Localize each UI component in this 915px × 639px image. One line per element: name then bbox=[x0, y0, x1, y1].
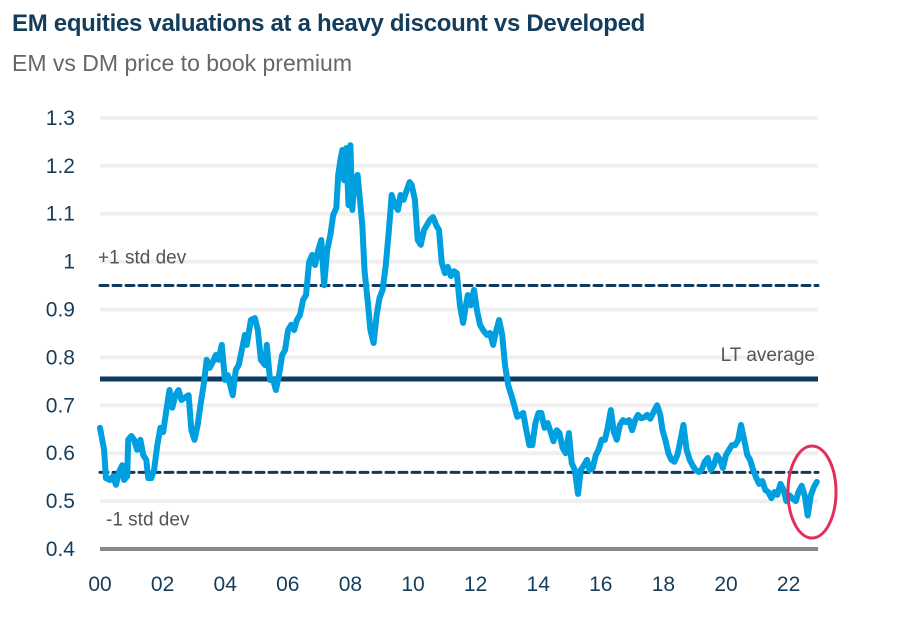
y-tick-label: 1.3 bbox=[46, 107, 75, 130]
x-tick-label: 16 bbox=[589, 573, 612, 596]
y-tick-label: 0.9 bbox=[46, 299, 75, 322]
x-tick-label: 04 bbox=[214, 573, 238, 596]
reference-line-label: +1 std dev bbox=[98, 248, 187, 269]
reference-line-label: LT average bbox=[721, 345, 815, 366]
chart-title: EM equities valuations at a heavy discou… bbox=[12, 10, 646, 37]
y-tick-label: 0.5 bbox=[46, 490, 75, 513]
y-tick-label: 1.2 bbox=[46, 155, 75, 178]
x-tick-label: 02 bbox=[151, 573, 174, 596]
highlight-ellipse bbox=[786, 444, 838, 540]
y-tick-label: 0.7 bbox=[46, 394, 75, 417]
x-tick-label: 06 bbox=[276, 573, 299, 596]
highlight-layer bbox=[786, 444, 838, 540]
chart-subtitle: EM vs DM price to book premium bbox=[12, 50, 352, 76]
x-axis-ticks: 00 02 04 06 08 10 12 14 16 18 20 22 bbox=[88, 573, 800, 596]
y-tick-label: 1.1 bbox=[46, 203, 75, 226]
series-layer bbox=[97, 142, 820, 519]
y-axis-ticks: 0.4 0.5 0.6 0.7 0.8 0.9 1 1.1 1.2 1.3 bbox=[46, 107, 76, 561]
series-line bbox=[97, 142, 820, 519]
x-tick-label: 18 bbox=[652, 573, 675, 596]
y-tick-label: 1 bbox=[63, 251, 75, 274]
x-tick-label: 22 bbox=[777, 573, 800, 596]
y-tick-label: 0.8 bbox=[46, 346, 75, 369]
gridlines bbox=[100, 115, 818, 551]
y-tick-label: 0.6 bbox=[46, 442, 75, 465]
x-tick-label: 08 bbox=[339, 573, 362, 596]
reference-line-label: -1 std dev bbox=[106, 509, 190, 530]
x-tick-label: 20 bbox=[714, 573, 737, 596]
x-tick-label: 00 bbox=[88, 573, 111, 596]
x-tick-label: 12 bbox=[464, 573, 487, 596]
y-tick-label: 0.4 bbox=[46, 538, 76, 561]
x-tick-label: 10 bbox=[401, 573, 424, 596]
x-tick-label: 14 bbox=[527, 573, 551, 596]
